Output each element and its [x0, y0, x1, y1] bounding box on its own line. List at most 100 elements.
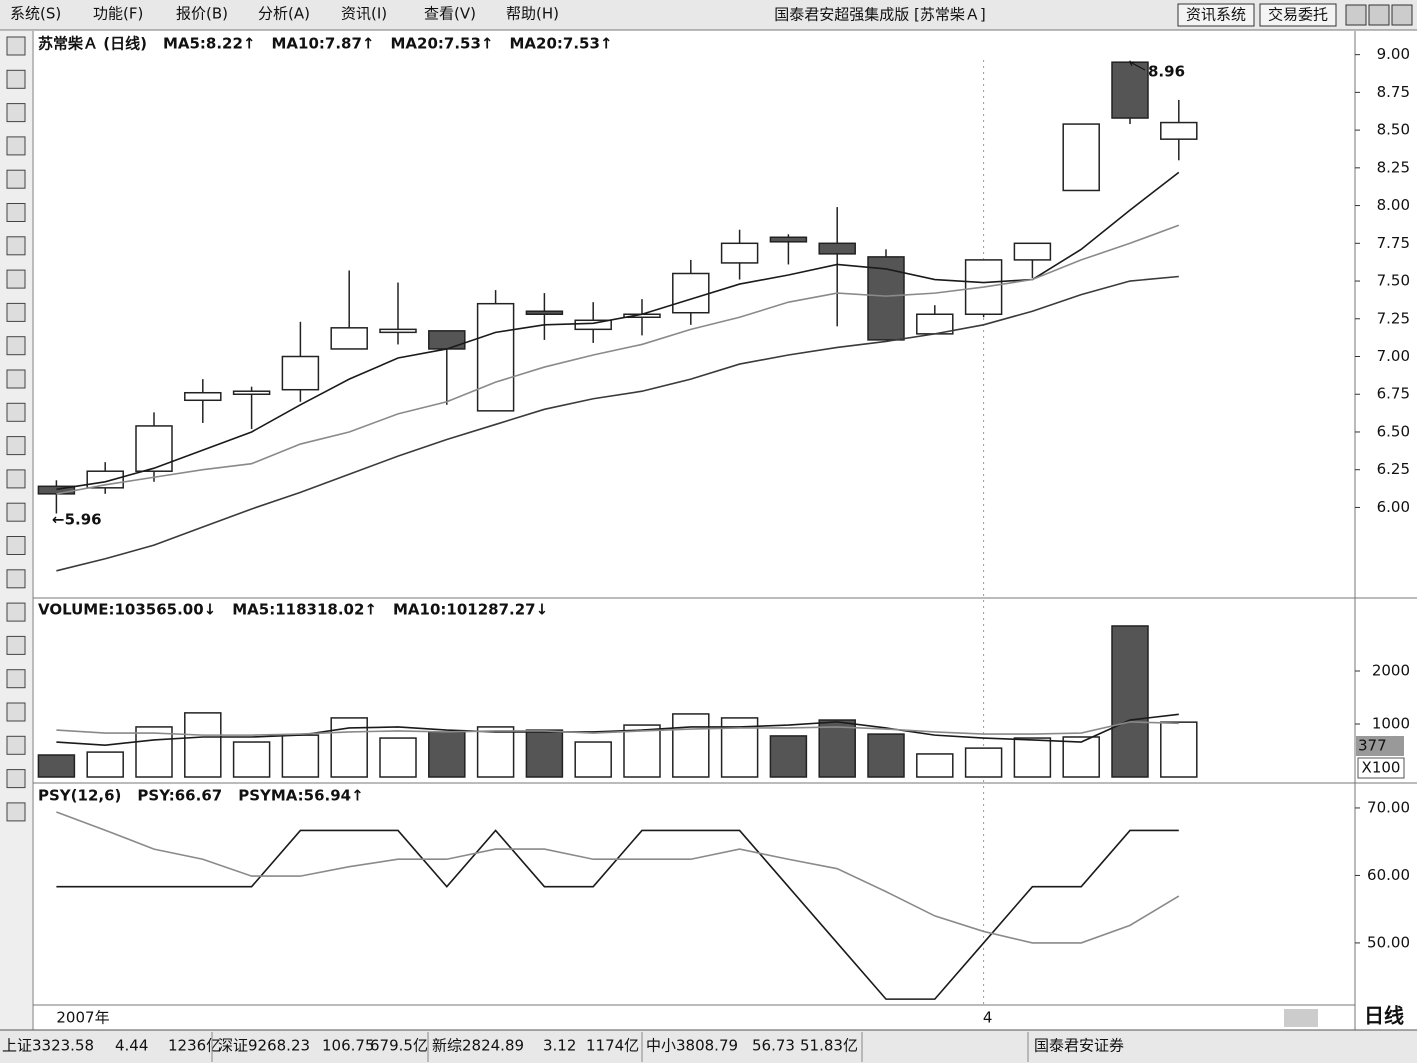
toolbar [0, 31, 32, 1030]
volume-bar [1062, 736, 1100, 778]
tool-icon[interactable] [6, 336, 26, 356]
volume-bar [867, 733, 905, 778]
volume-bar [232, 741, 271, 778]
y-tick-label: 1000 [1372, 715, 1410, 733]
restore-button[interactable] [1368, 4, 1390, 26]
menu-item[interactable]: 帮助(H) [506, 5, 559, 23]
ma-line [56, 171, 1180, 491]
legend-entry: VOLUME:103565.00↓ [38, 601, 216, 619]
tool-icon[interactable] [6, 269, 26, 289]
button-label[interactable]: 资讯系统 [1186, 6, 1246, 24]
tool-icon[interactable] [6, 402, 26, 422]
axis-note-box [1357, 757, 1405, 779]
candle-body [1013, 242, 1052, 261]
candle-body [232, 390, 271, 395]
legend-entry: MA5:118318.02↑ [232, 601, 377, 619]
status-text: 上证3323.58 [2, 1037, 94, 1055]
y-tick-label: 70.00 [1367, 798, 1410, 816]
volume-bar [525, 729, 564, 778]
tool-icon[interactable] [6, 69, 26, 89]
tool-icon[interactable] [6, 236, 26, 256]
candle-body [330, 327, 368, 350]
tool-icon[interactable] [6, 536, 26, 555]
legend-entry: MA5:8.22↑ [163, 35, 256, 53]
tool-icon[interactable] [6, 169, 26, 189]
tool-icon[interactable] [6, 602, 26, 622]
button-label[interactable]: 交易委托 [1268, 6, 1328, 24]
legend-entry: 苏常柴Ａ (日线) [38, 35, 147, 53]
volume-ma-line [56, 721, 1179, 736]
status-text: 新综2824.89 [432, 1037, 524, 1055]
minimize-button[interactable] [1345, 4, 1367, 26]
tool-icon[interactable] [6, 469, 26, 489]
legend-entry: PSYMA:56.94↑ [238, 787, 364, 805]
y-tick-label: 7.00 [1377, 347, 1410, 365]
candle-body [769, 236, 808, 243]
button[interactable] [1177, 3, 1255, 27]
volume-bar [769, 735, 808, 778]
status-text: 4.44 [115, 1037, 148, 1055]
menu-item[interactable]: 系统(S) [10, 5, 61, 23]
ma-line [56, 275, 1179, 572]
candle-body [1062, 123, 1100, 192]
tool-icon[interactable] [6, 735, 26, 755]
close-button[interactable] [1391, 4, 1413, 26]
menu-item[interactable]: 功能(F) [93, 5, 143, 23]
tool-icon[interactable] [6, 436, 26, 456]
tool-icon[interactable] [6, 702, 26, 722]
button[interactable] [1259, 3, 1337, 27]
y-tick-label: 8.50 [1377, 121, 1410, 139]
volume-bar [379, 737, 417, 778]
annotation: ←5.96 [52, 511, 102, 529]
tool-icon[interactable] [6, 769, 26, 789]
tool-icon[interactable] [6, 369, 26, 389]
tool-icon[interactable] [6, 502, 26, 522]
menu-item[interactable]: 查看(V) [424, 5, 476, 23]
legend-entry: PSY:66.67 [137, 787, 222, 805]
status-text: 106.75 [322, 1037, 375, 1055]
status-text: 56.73 [752, 1037, 795, 1055]
tool-icon[interactable] [6, 203, 26, 222]
tool-icon[interactable] [6, 136, 26, 156]
tool-icon[interactable] [6, 669, 26, 689]
y-tick-label: 7.25 [1377, 309, 1410, 327]
tool-icon[interactable] [6, 569, 26, 589]
scroll-box[interactable] [1284, 1009, 1318, 1027]
tool-icon[interactable] [6, 635, 26, 655]
y-tick-label: 6.00 [1377, 498, 1410, 516]
legend-entry: MA10:101287.27↓ [393, 601, 548, 619]
menu-item[interactable]: 报价(B) [176, 5, 228, 23]
volume-bar [184, 712, 222, 778]
status-text: 国泰君安证券 [1034, 1037, 1124, 1055]
y-tick-label: 7.50 [1377, 272, 1410, 290]
legend-entry: MA20:7.53↑ [510, 35, 613, 53]
y-tick-label: 50.00 [1367, 933, 1410, 951]
status-text: 3.12 [543, 1037, 576, 1055]
candle-body [525, 310, 564, 315]
candle-body [818, 242, 856, 255]
volume-bar [86, 751, 124, 778]
tool-icon[interactable] [6, 802, 26, 822]
window-title: 国泰君安超强集成版 [苏常柴Ａ] [774, 6, 985, 24]
annotation-arrow [1129, 61, 1146, 71]
tool-icon[interactable] [6, 103, 26, 123]
candle-body [964, 259, 1003, 315]
y-tick-label: 9.00 [1377, 45, 1410, 63]
menu-item[interactable]: 分析(A) [258, 5, 310, 23]
tool-icon[interactable] [6, 36, 26, 56]
menu-item[interactable]: 资讯(I) [341, 5, 387, 23]
volume-bar [574, 741, 612, 778]
tool-icon[interactable] [6, 302, 26, 322]
status-bar [0, 1030, 1417, 1063]
candle-body [574, 319, 612, 331]
candle-body [476, 302, 515, 412]
status-text: 679.5亿 [370, 1037, 428, 1055]
y-tick-label: 6.50 [1377, 422, 1410, 440]
candle-body [379, 328, 417, 334]
status-text: 中小3808.79 [646, 1037, 738, 1055]
volume-bar [672, 713, 710, 778]
axis-note: 377 [1358, 737, 1387, 755]
status-text: 1236亿 [168, 1037, 221, 1055]
